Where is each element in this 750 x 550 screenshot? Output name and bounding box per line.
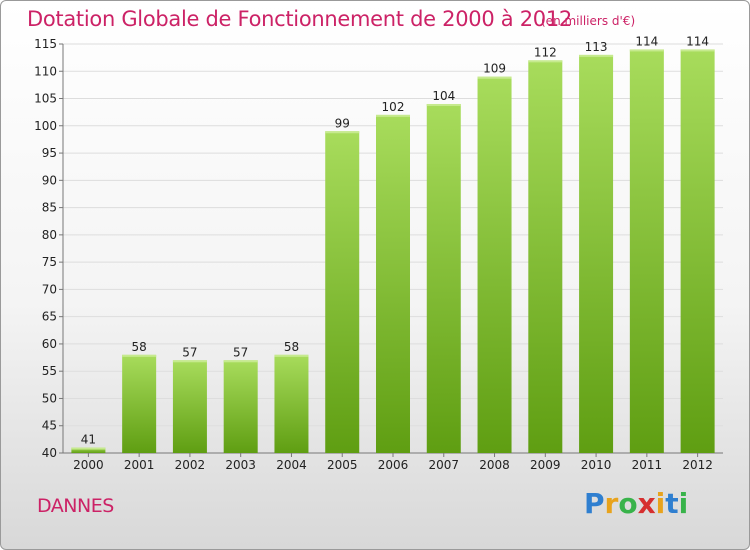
value-label-2008: 109 [483, 62, 506, 76]
value-label-2003: 57 [233, 345, 248, 359]
bar-2000 [71, 447, 106, 453]
bar-top-highlight [71, 447, 106, 450]
bar-2006 [376, 114, 410, 453]
bar-2011 [629, 49, 664, 453]
bar-top-highlight [528, 60, 563, 63]
bar-2008 [477, 76, 512, 453]
y-tick-label: 110 [34, 64, 57, 78]
y-tick-label: 40 [42, 446, 57, 460]
bar-top-highlight [274, 354, 309, 357]
x-tick-label-2010: 2010 [581, 458, 612, 472]
value-label-2006: 102 [382, 100, 405, 114]
bar-top-highlight [680, 49, 715, 52]
x-tick-label-2012: 2012 [682, 458, 713, 472]
y-tick-label: 100 [34, 119, 57, 133]
value-label-2005: 99 [335, 116, 350, 130]
bar-2002 [172, 360, 207, 453]
y-tick-label: 95 [42, 146, 57, 160]
proxiti-logo: Proxiti [584, 487, 689, 520]
bar-top-highlight [477, 76, 512, 79]
bar-top-highlight [172, 360, 207, 363]
x-tick-label-2011: 2011 [632, 458, 663, 472]
chart-title: Dotation Globale de Fonctionnement de 20… [27, 7, 572, 31]
y-tick-label: 80 [42, 228, 57, 242]
y-tick-label: 50 [42, 391, 57, 405]
x-tick-label-2004: 2004 [276, 458, 307, 472]
y-tick-label: 65 [42, 310, 57, 324]
chart-subtitle: (en milliers d'€) [541, 14, 636, 28]
value-labels: 41 58 57 57 58 99 102 104 109 112 113 114 114 [81, 34, 709, 446]
bars [71, 49, 715, 454]
bar-2005 [325, 131, 360, 453]
y-tick-label: 75 [42, 255, 57, 269]
x-tick-label-2001: 2001 [124, 458, 155, 472]
bar-2001 [122, 354, 157, 453]
y-tick-label: 115 [34, 37, 57, 51]
y-tick-label: 60 [42, 337, 57, 351]
x-tick-label-2009: 2009 [530, 458, 561, 472]
bar-2007 [426, 103, 461, 453]
value-label-2004: 58 [284, 340, 299, 354]
bar-top-highlight [426, 103, 461, 106]
bar-top-highlight [579, 54, 614, 57]
value-label-2010: 113 [585, 40, 608, 54]
bar-2003 [223, 360, 258, 453]
y-tick-label: 85 [42, 201, 57, 215]
y-tick-label: 55 [42, 364, 57, 378]
bar-top-highlight [223, 360, 258, 363]
x-tick-label-2000: 2000 [73, 458, 104, 472]
x-tick-label-2006: 2006 [378, 458, 409, 472]
bar-top-highlight [325, 131, 360, 134]
bar-top-highlight [629, 49, 664, 52]
value-label-2002: 57 [182, 345, 197, 359]
value-label-2001: 58 [132, 340, 147, 354]
y-tick-label: 45 [42, 419, 57, 433]
tick-labels: 40 45 50 55 60 65 70 75 80 85 90 95 100 105 110 115 2000… [34, 37, 713, 472]
value-label-2012: 114 [686, 34, 709, 48]
y-tick-label: 70 [42, 282, 57, 296]
bar-2009 [528, 60, 563, 454]
bar-top-highlight [122, 354, 157, 357]
bar-2010 [579, 54, 614, 453]
bar-top-highlight [376, 114, 410, 117]
commune-name: DANNES [37, 495, 114, 517]
x-tick-label-2005: 2005 [327, 458, 358, 472]
x-tick-label-2002: 2002 [175, 458, 206, 472]
value-label-2007: 104 [432, 89, 455, 103]
x-tick-label-2008: 2008 [479, 458, 510, 472]
bar-2004 [274, 354, 309, 453]
y-tick-label: 105 [34, 92, 57, 106]
value-label-2000: 41 [81, 433, 96, 447]
value-label-2011: 114 [635, 34, 658, 48]
value-label-2009: 112 [534, 45, 557, 59]
x-tick-label-2007: 2007 [428, 458, 459, 472]
y-tick-label: 90 [42, 173, 57, 187]
x-tick-label-2003: 2003 [225, 458, 256, 472]
bar-2012 [680, 49, 715, 453]
